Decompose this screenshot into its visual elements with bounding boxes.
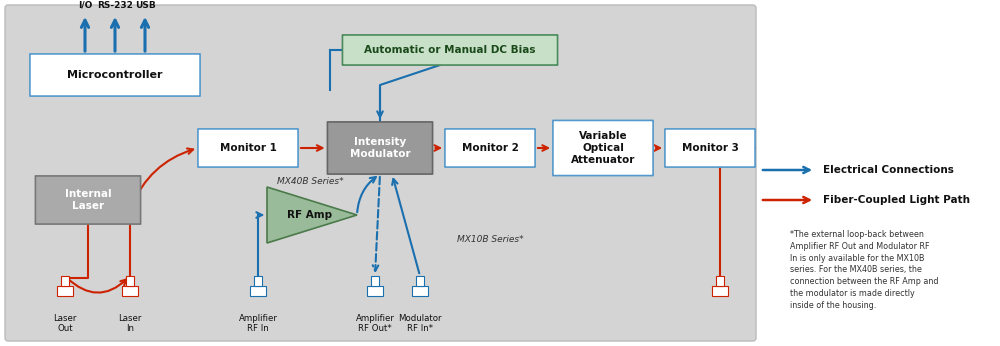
FancyBboxPatch shape xyxy=(371,276,379,286)
Text: MX10B Series*: MX10B Series* xyxy=(457,236,523,245)
Text: Fiber-Coupled Light Path: Fiber-Coupled Light Path xyxy=(823,195,970,205)
Text: Modulator
RF In*: Modulator RF In* xyxy=(398,314,442,334)
FancyBboxPatch shape xyxy=(716,276,724,286)
FancyBboxPatch shape xyxy=(5,5,756,341)
FancyBboxPatch shape xyxy=(250,286,266,296)
FancyBboxPatch shape xyxy=(30,54,200,96)
Text: Electrical Connections: Electrical Connections xyxy=(823,165,954,175)
FancyBboxPatch shape xyxy=(35,176,141,224)
Text: Amplifier
RF Out*: Amplifier RF Out* xyxy=(356,314,394,334)
FancyBboxPatch shape xyxy=(57,286,73,296)
Text: Laser
Out: Laser Out xyxy=(53,314,77,334)
Text: *The external loop-back between
Amplifier RF Out and Modulator RF
In is only ava: *The external loop-back between Amplifie… xyxy=(790,230,938,310)
Text: Monitor 3: Monitor 3 xyxy=(682,143,738,153)
Text: Laser
In: Laser In xyxy=(118,314,142,334)
Text: Amplifier
RF In: Amplifier RF In xyxy=(239,314,277,334)
FancyBboxPatch shape xyxy=(327,122,433,174)
FancyBboxPatch shape xyxy=(342,35,558,65)
FancyBboxPatch shape xyxy=(61,276,69,286)
FancyBboxPatch shape xyxy=(665,129,755,167)
Text: I/O: I/O xyxy=(78,1,92,10)
Text: Monitor 2: Monitor 2 xyxy=(462,143,518,153)
FancyBboxPatch shape xyxy=(412,286,428,296)
FancyBboxPatch shape xyxy=(122,286,138,296)
Text: Automatic or Manual DC Bias: Automatic or Manual DC Bias xyxy=(364,45,536,55)
Text: Monitor 1: Monitor 1 xyxy=(220,143,276,153)
Text: RS-232: RS-232 xyxy=(97,1,133,10)
FancyBboxPatch shape xyxy=(445,129,535,167)
Text: Intensity
Modulator: Intensity Modulator xyxy=(350,137,410,159)
Text: USB: USB xyxy=(135,1,155,10)
FancyBboxPatch shape xyxy=(198,129,298,167)
FancyBboxPatch shape xyxy=(126,276,134,286)
Text: Internal
Laser: Internal Laser xyxy=(65,189,111,211)
FancyBboxPatch shape xyxy=(553,120,653,175)
FancyBboxPatch shape xyxy=(254,276,262,286)
Text: MX40B Series*: MX40B Series* xyxy=(277,177,343,186)
Text: Microcontroller: Microcontroller xyxy=(67,70,163,80)
FancyBboxPatch shape xyxy=(367,286,383,296)
Text: Variable
Optical
Attenuator: Variable Optical Attenuator xyxy=(571,130,635,165)
FancyBboxPatch shape xyxy=(416,276,424,286)
FancyBboxPatch shape xyxy=(712,286,728,296)
Polygon shape xyxy=(267,187,357,243)
Text: RF Amp: RF Amp xyxy=(287,210,333,220)
